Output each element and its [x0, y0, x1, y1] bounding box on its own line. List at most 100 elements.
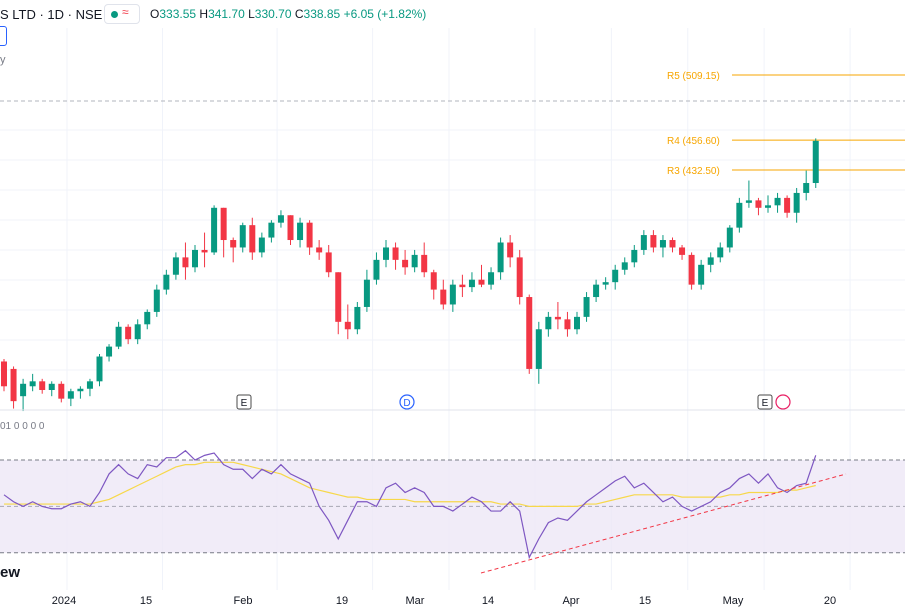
candle-body	[153, 289, 160, 312]
candle-body	[774, 197, 781, 206]
x-tick-label: May	[723, 595, 744, 607]
candle-body	[67, 391, 74, 399]
candle-body	[793, 192, 800, 213]
candle-body	[20, 383, 27, 397]
pivot-label: R4 (456.60)	[667, 136, 720, 147]
candle-body	[545, 316, 552, 330]
candle-body	[765, 205, 771, 208]
x-tick-label: 15	[639, 595, 651, 607]
candle-body	[497, 242, 504, 273]
candle-body	[344, 321, 351, 330]
candle-body	[468, 279, 475, 288]
candle-body	[106, 346, 113, 357]
flash-icon	[775, 394, 791, 410]
candle-body	[258, 237, 265, 253]
candle-body	[316, 247, 323, 253]
x-tick-label: 2024	[52, 595, 76, 607]
symbol-title[interactable]: S LTD · 1D · NSE	[0, 7, 103, 22]
candle-body	[736, 202, 743, 228]
pivot-levels: R5 (509.15) R4 (456.60) R3 (432.50)	[667, 71, 905, 177]
watermark: ew	[0, 564, 20, 581]
rsi-pane: 01 0 0 0 0	[0, 409, 905, 574]
candle-body	[659, 240, 666, 248]
candle-body	[297, 222, 304, 241]
candle-body	[172, 257, 179, 275]
trend-line	[480, 473, 847, 574]
candle-body	[726, 227, 733, 248]
x-tick-label: 15	[140, 595, 152, 607]
candle-body	[631, 249, 638, 263]
candle-body	[220, 207, 227, 241]
candle-body	[478, 279, 485, 285]
candle-body	[287, 215, 294, 241]
left-partial-label: y	[0, 54, 6, 66]
candle-body	[755, 200, 762, 208]
candle-body	[1, 361, 7, 387]
x-tick-label: Apr	[562, 595, 579, 607]
candle-body	[516, 257, 523, 298]
candle-body	[86, 381, 93, 389]
candle-body	[564, 319, 571, 330]
candle-body	[373, 259, 380, 280]
candle-body	[640, 235, 647, 250]
candle-body	[812, 140, 819, 184]
close-label: C	[294, 7, 304, 21]
candle-body	[383, 247, 389, 260]
status-pill[interactable]	[104, 4, 140, 24]
candle-body	[650, 235, 657, 248]
candle-body	[10, 368, 17, 402]
candle-body	[621, 262, 628, 270]
event-marker-label: D	[403, 398, 410, 409]
candle-body	[77, 388, 84, 392]
low-label: L	[248, 7, 255, 21]
pivot-label: R5 (509.15)	[667, 71, 720, 82]
high-label: H	[199, 7, 209, 21]
candle-body	[583, 297, 590, 317]
open-label: O	[150, 7, 160, 21]
candle-body	[48, 383, 55, 390]
candles	[1, 138, 819, 412]
candle-body	[277, 215, 284, 223]
earnings-marker	[757, 394, 773, 410]
candle-body	[58, 383, 65, 399]
candle-body	[363, 279, 370, 307]
close-value: 338.85	[303, 7, 341, 21]
event-marker-label: E	[762, 398, 769, 409]
candle-body	[163, 274, 170, 290]
candle-body	[488, 272, 495, 285]
candle-body	[449, 284, 456, 305]
candle-body	[602, 282, 609, 285]
candle-body	[268, 222, 275, 238]
candle-body	[679, 247, 686, 255]
change-value: +6.05 (+1.82%)	[343, 7, 427, 21]
legend-toggle-button[interactable]	[0, 26, 7, 46]
candle-body	[411, 254, 418, 268]
candle-body	[134, 324, 141, 340]
x-axis: 2024 15 Feb 19 Mar 14 Apr 15 May 20	[52, 595, 836, 607]
candle-body	[335, 272, 342, 322]
chart-header: S LTD · 1D · NSE ≈ O333.55 H341.70 L330.…	[0, 0, 905, 28]
candle-body	[354, 306, 361, 330]
candle-body	[421, 254, 428, 273]
rsi-line	[3, 449, 817, 560]
candle-body	[430, 272, 437, 290]
candle-body	[125, 326, 132, 340]
x-tick-label: 19	[336, 595, 348, 607]
candle-body	[440, 289, 447, 305]
candle-body	[325, 252, 332, 273]
candle-body	[554, 316, 561, 320]
candle-body	[535, 329, 542, 369]
candle-body	[144, 311, 151, 325]
candle-body	[784, 197, 791, 213]
candle-body	[96, 356, 103, 382]
candle-body	[211, 207, 218, 253]
candle-body	[29, 381, 36, 387]
candle-body	[239, 225, 246, 248]
candle-body	[192, 249, 198, 268]
candle-body	[306, 222, 313, 248]
candle-body	[688, 254, 695, 285]
rsi-ma-line	[4, 461, 816, 507]
candle-body	[201, 249, 208, 253]
